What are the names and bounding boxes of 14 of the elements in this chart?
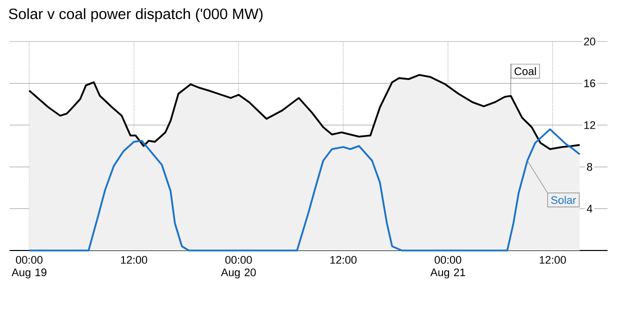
x-tick-label: 12:00 xyxy=(330,256,357,264)
chart-title: Solar v coal power dispatch ('000 MW) xyxy=(8,8,263,22)
x-tick-label: 12:00 xyxy=(540,256,566,264)
y-tick-label: 16 xyxy=(584,79,596,88)
x-tick-label: 00:00 Aug 20 xyxy=(220,256,256,278)
x-tick-label: 00:00 Aug 21 xyxy=(430,256,466,278)
series-label: Coal xyxy=(514,67,536,76)
x-tick-label: 00:00 Aug 19 xyxy=(12,256,46,278)
y-tick-label: 4 xyxy=(586,204,592,212)
text: Solar xyxy=(551,196,576,204)
y-tick-label: 12 xyxy=(584,121,596,129)
y-tick-label: 8 xyxy=(587,163,592,171)
x-tick-label: 12:00 xyxy=(121,256,148,264)
y-tick-label: 20 xyxy=(584,38,596,46)
